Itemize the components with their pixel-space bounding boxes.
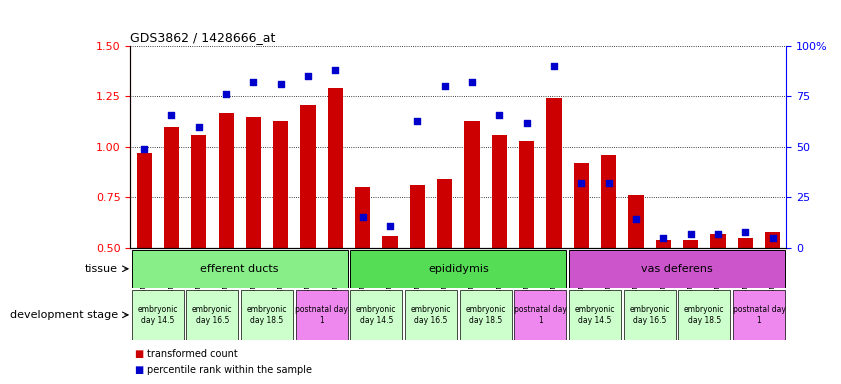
Point [246, 79, 260, 86]
Bar [136, 153, 151, 248]
Bar [765, 232, 780, 248]
Bar [191, 135, 206, 248]
Point [684, 230, 697, 237]
Point [657, 235, 670, 241]
Point [766, 235, 780, 241]
Point [356, 214, 369, 220]
Bar [460, 290, 511, 340]
Text: transformed count: transformed count [147, 349, 238, 359]
Bar [351, 250, 566, 288]
Bar [132, 250, 347, 288]
Bar [519, 141, 534, 248]
Bar [464, 121, 479, 248]
Point [301, 73, 315, 79]
Bar [492, 135, 507, 248]
Bar [273, 121, 288, 248]
Bar [405, 290, 457, 340]
Text: development stage: development stage [9, 310, 118, 320]
Bar [383, 236, 398, 248]
Text: GDS3862 / 1428666_at: GDS3862 / 1428666_at [130, 31, 276, 44]
Bar [187, 290, 238, 340]
Text: ■: ■ [135, 365, 144, 375]
Bar [679, 290, 730, 340]
Text: tissue: tissue [85, 264, 118, 274]
Bar [738, 238, 753, 248]
Bar [132, 290, 183, 340]
Point [410, 118, 424, 124]
Text: embryonic
day 16.5: embryonic day 16.5 [192, 305, 233, 324]
Point [165, 111, 178, 118]
Point [438, 83, 452, 89]
Point [465, 79, 479, 86]
Text: embryonic
day 18.5: embryonic day 18.5 [684, 305, 725, 324]
Text: vas deferens: vas deferens [641, 264, 713, 274]
Text: embryonic
day 14.5: embryonic day 14.5 [356, 305, 397, 324]
Bar [547, 98, 562, 248]
Point [520, 120, 533, 126]
Point [493, 111, 506, 118]
Bar [711, 233, 726, 248]
Text: ■: ■ [135, 349, 144, 359]
Bar [296, 290, 347, 340]
Bar [733, 290, 785, 340]
Text: embryonic
day 14.5: embryonic day 14.5 [137, 305, 178, 324]
Point [602, 180, 616, 186]
Point [383, 222, 397, 228]
Point [192, 124, 205, 130]
Bar [410, 185, 425, 248]
Bar [574, 163, 589, 248]
Text: efferent ducts: efferent ducts [200, 264, 279, 274]
Point [220, 91, 233, 98]
Point [711, 230, 725, 237]
Bar [601, 155, 616, 248]
Bar [355, 187, 370, 248]
Text: percentile rank within the sample: percentile rank within the sample [147, 365, 312, 375]
Bar [628, 195, 643, 248]
Text: embryonic
day 16.5: embryonic day 16.5 [629, 305, 670, 324]
Bar [351, 290, 402, 340]
Bar [164, 127, 179, 248]
Bar [569, 250, 785, 288]
Text: epididymis: epididymis [428, 264, 489, 274]
Bar [219, 113, 234, 248]
Text: embryonic
day 18.5: embryonic day 18.5 [246, 305, 288, 324]
Bar [328, 88, 343, 248]
Bar [300, 104, 315, 248]
Bar [515, 290, 566, 340]
Text: postnatal day
1: postnatal day 1 [514, 305, 567, 324]
Text: embryonic
day 14.5: embryonic day 14.5 [574, 305, 616, 324]
Text: postnatal day
1: postnatal day 1 [733, 305, 785, 324]
Point [329, 67, 342, 73]
Bar [624, 290, 675, 340]
Bar [437, 179, 452, 248]
Point [629, 217, 643, 223]
Bar [683, 240, 698, 248]
Text: embryonic
day 16.5: embryonic day 16.5 [410, 305, 452, 324]
Point [738, 228, 752, 235]
Point [274, 81, 288, 88]
Text: postnatal day
1: postnatal day 1 [295, 305, 348, 324]
Bar [569, 290, 621, 340]
Bar [246, 117, 261, 248]
Point [547, 63, 561, 70]
Point [574, 180, 588, 186]
Bar [656, 240, 671, 248]
Point [137, 146, 151, 152]
Text: embryonic
day 18.5: embryonic day 18.5 [465, 305, 506, 324]
Bar [241, 290, 293, 340]
